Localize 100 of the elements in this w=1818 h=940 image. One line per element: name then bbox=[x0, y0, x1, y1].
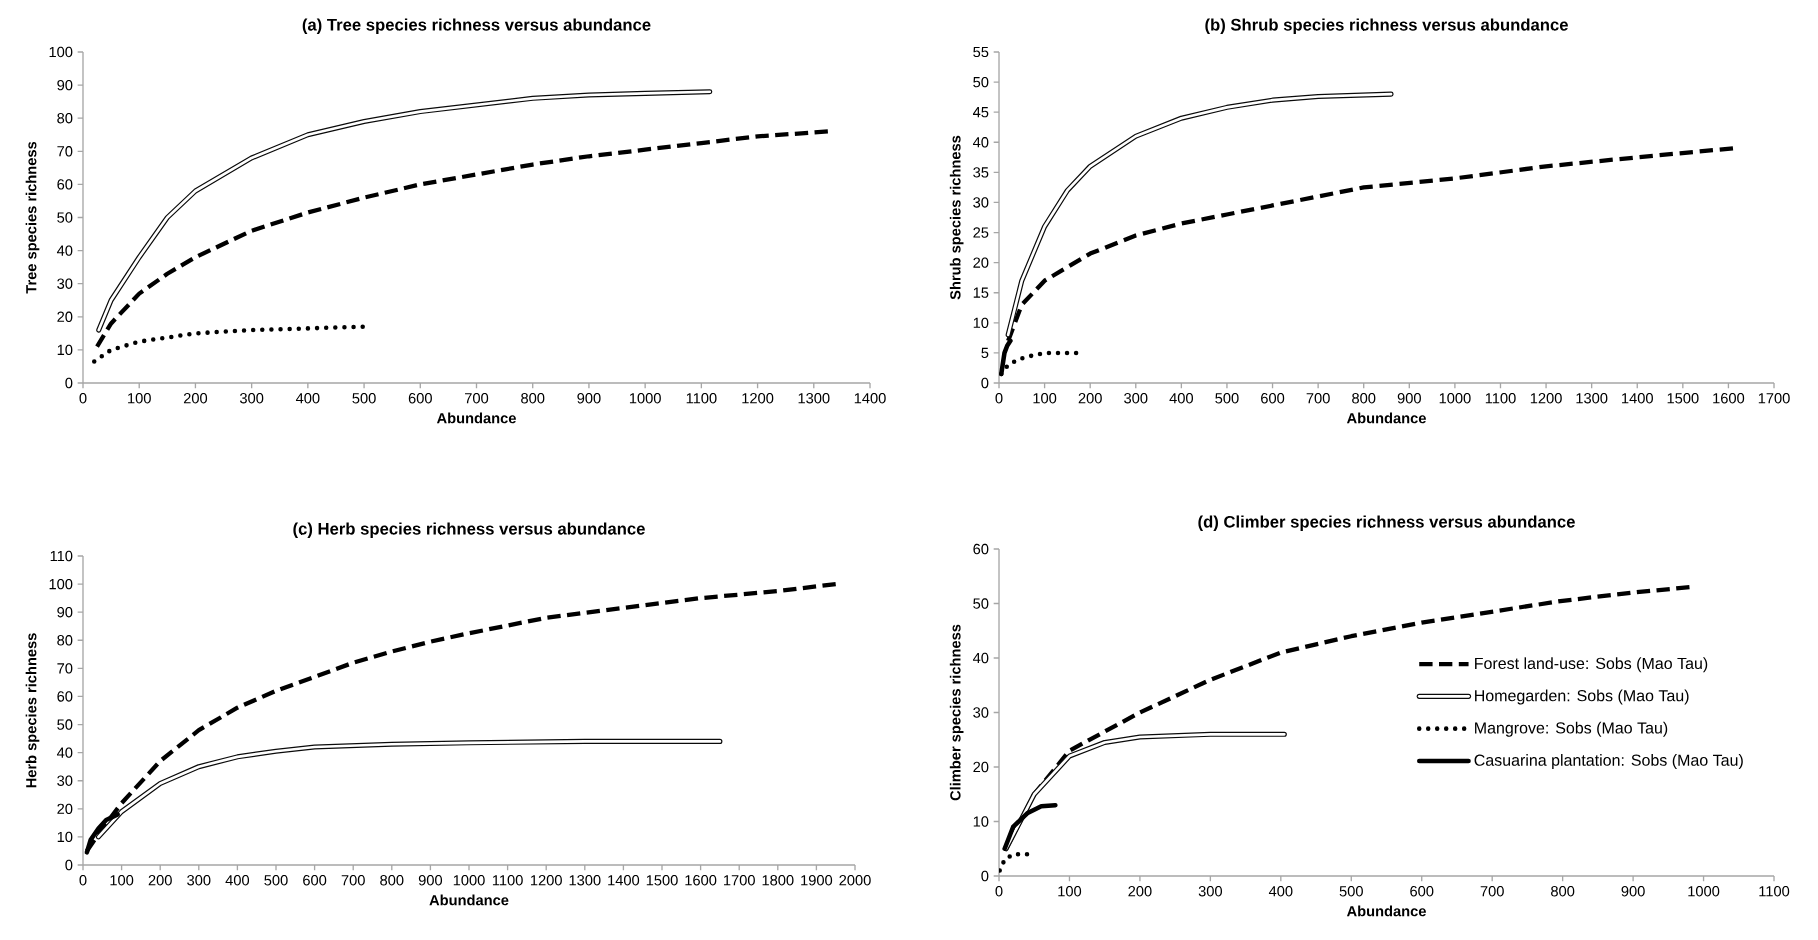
y-tick-label: 50 bbox=[973, 598, 989, 609]
x-tick-label: 0 bbox=[995, 886, 1003, 897]
x-tick-label: 1400 bbox=[608, 875, 640, 886]
x-tick-label: 300 bbox=[1198, 886, 1223, 897]
x-tick-label: 0 bbox=[79, 875, 87, 886]
x-tick-label: 400 bbox=[225, 875, 250, 886]
y-tick-label: 20 bbox=[973, 257, 989, 268]
x-tick-label: 900 bbox=[1621, 886, 1645, 897]
y-axis-title: Herb species richness bbox=[25, 633, 40, 788]
y-axis-title: Climber species richness bbox=[949, 624, 964, 801]
x-tick-label: 1500 bbox=[1667, 393, 1699, 404]
x-tick-label: 300 bbox=[1124, 393, 1148, 404]
x-axis-title: Abundance bbox=[1346, 412, 1426, 424]
x-tick-label: 1600 bbox=[1713, 393, 1745, 404]
y-tick-label: 45 bbox=[972, 107, 989, 118]
x-tick-label: 200 bbox=[183, 393, 208, 404]
x-tick-label: 800 bbox=[380, 875, 404, 886]
x-tick-label: 300 bbox=[239, 393, 264, 404]
y-tick-label: 40 bbox=[56, 747, 73, 758]
x-tick-label: 1200 bbox=[531, 875, 562, 886]
x-tick-label: 900 bbox=[1397, 393, 1421, 404]
y-tick-label: 100 bbox=[49, 46, 73, 58]
x-tick-label: 1200 bbox=[1530, 393, 1562, 404]
y-tick-label: 20 bbox=[57, 311, 73, 322]
x-tick-label: 1000 bbox=[1439, 393, 1471, 404]
y-tick-label: 80 bbox=[57, 635, 73, 646]
y-tick-label: 55 bbox=[973, 46, 989, 58]
x-tick-label: 700 bbox=[1306, 393, 1330, 404]
y-tick-label: 60 bbox=[57, 691, 73, 702]
y-tick-label: 60 bbox=[57, 179, 73, 190]
y-tick-label: 35 bbox=[973, 167, 989, 178]
legend-label: Mangrove: Sobs (Mao Tau) bbox=[1475, 721, 1668, 737]
y-tick-label: 20 bbox=[57, 803, 73, 815]
y-tick-label: 40 bbox=[56, 245, 73, 256]
x-tick-label: 1600 bbox=[685, 875, 717, 886]
chart-title: (c) Herb species richness versus abundance bbox=[293, 522, 645, 538]
y-tick-label: 25 bbox=[973, 227, 989, 238]
x-tick-label: 1900 bbox=[801, 875, 833, 886]
x-tick-label: 0 bbox=[995, 393, 1003, 404]
x-tick-label: 700 bbox=[1480, 886, 1504, 897]
y-tick-label: 10 bbox=[973, 816, 989, 827]
x-tick-label: 900 bbox=[577, 393, 601, 404]
x-tick-label: 400 bbox=[1268, 886, 1293, 897]
x-tick-label: 1100 bbox=[1759, 886, 1790, 897]
x-tick-label: 600 bbox=[1410, 886, 1434, 897]
x-tick-label: 1300 bbox=[798, 393, 830, 404]
x-tick-label: 800 bbox=[1551, 886, 1575, 897]
x-tick-label: 1000 bbox=[453, 875, 485, 886]
x-tick-label: 1400 bbox=[854, 393, 886, 404]
y-tick-label: 70 bbox=[57, 663, 73, 674]
x-tick-label: 1000 bbox=[1688, 886, 1720, 897]
x-tick-label: 600 bbox=[303, 875, 327, 886]
y-tick-label: 10 bbox=[973, 317, 989, 329]
y-tick-label: 5 bbox=[981, 347, 989, 359]
x-tick-label: 200 bbox=[1078, 393, 1102, 404]
x-tick-label: 500 bbox=[264, 875, 288, 886]
y-tick-label: 10 bbox=[57, 344, 73, 356]
y-tick-label: 10 bbox=[57, 831, 73, 843]
x-tick-label: 700 bbox=[341, 875, 365, 886]
x-tick-label: 800 bbox=[1352, 393, 1376, 404]
x-tick-label: 1400 bbox=[1622, 393, 1653, 404]
x-tick-label: 300 bbox=[187, 875, 211, 886]
y-tick-label: 0 bbox=[981, 377, 989, 389]
x-tick-label: 1300 bbox=[569, 875, 601, 886]
y-tick-label: 30 bbox=[57, 278, 73, 289]
x-tick-label: 900 bbox=[418, 875, 443, 886]
y-tick-label: 80 bbox=[57, 113, 73, 124]
chart-title: (d) Climber species richness versus abundance bbox=[1198, 515, 1575, 531]
legend-label: Forest land-use: Sobs (Mao Tau) bbox=[1475, 657, 1708, 673]
x-tick-label: 800 bbox=[521, 393, 545, 404]
y-tick-label: 90 bbox=[57, 607, 73, 618]
y-tick-label: 90 bbox=[57, 79, 73, 91]
x-tick-label: 700 bbox=[465, 393, 489, 404]
x-tick-label: 500 bbox=[1339, 886, 1363, 897]
x-tick-label: 1300 bbox=[1576, 393, 1608, 404]
x-tick-label: 100 bbox=[110, 875, 134, 886]
y-axis-title: Tree species richness bbox=[25, 141, 40, 294]
x-tick-label: 1100 bbox=[686, 393, 717, 404]
x-axis-title: Abundance bbox=[1346, 905, 1426, 917]
x-tick-label: 400 bbox=[1169, 393, 1194, 404]
x-tick-label: 500 bbox=[352, 393, 376, 404]
chart-title: (b) Shrub species richness versus abundance bbox=[1205, 18, 1568, 34]
legend-label: Homegarden: Sobs (Mao Tau) bbox=[1475, 689, 1689, 705]
x-tick-label: 600 bbox=[408, 393, 432, 404]
x-tick-label: 1000 bbox=[629, 393, 661, 404]
y-tick-label: 40 bbox=[972, 137, 989, 148]
y-tick-label: 50 bbox=[57, 212, 73, 223]
x-axis-title: Abundance bbox=[429, 894, 509, 906]
y-tick-label: 50 bbox=[973, 76, 989, 88]
x-tick-label: 1100 bbox=[492, 875, 523, 886]
x-tick-label: 1800 bbox=[762, 875, 794, 886]
y-tick-label: 50 bbox=[57, 719, 73, 730]
y-axis-title: Shrub species richness bbox=[949, 135, 964, 300]
x-tick-label: 1200 bbox=[742, 393, 774, 404]
y-tick-label: 100 bbox=[49, 578, 73, 590]
y-tick-label: 0 bbox=[65, 377, 73, 389]
legend-label: Casuarina plantation: Sobs (Mao Tau) bbox=[1474, 754, 1743, 770]
x-tick-label: 1500 bbox=[646, 875, 678, 886]
x-tick-label: 500 bbox=[1215, 393, 1239, 404]
y-tick-label: 30 bbox=[57, 775, 73, 786]
